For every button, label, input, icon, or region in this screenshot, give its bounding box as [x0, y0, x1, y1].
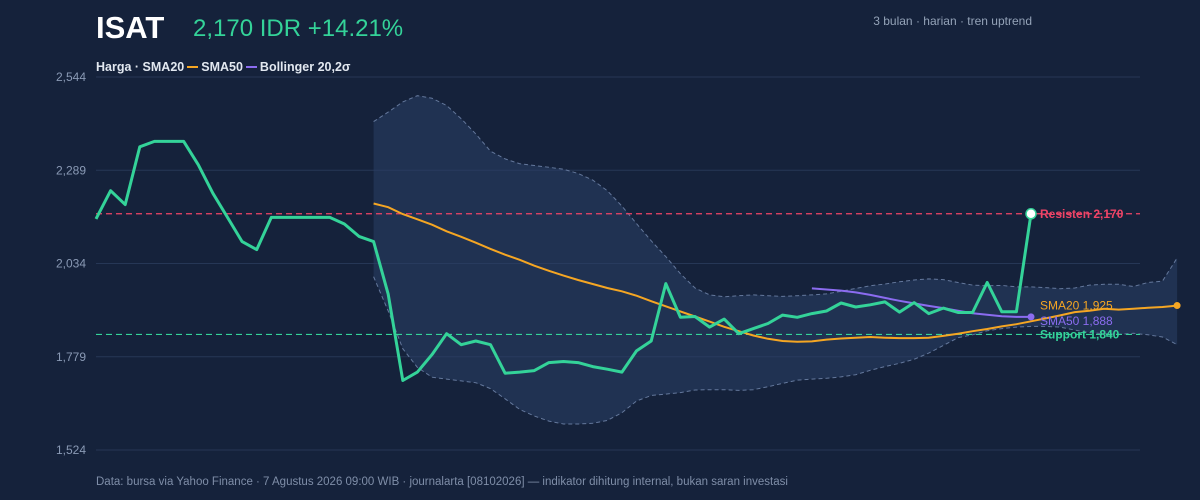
legend-price-sma20-label: Harga · SMA20 [96, 60, 185, 74]
legend-bollinger-label: Bollinger 20,2σ [259, 60, 351, 74]
price-end-dot [1025, 208, 1037, 220]
sma50-end-dot [1027, 313, 1035, 321]
sma20-line [373, 202, 1178, 343]
y-tick-label: 2,544 [56, 70, 86, 84]
y-tick-label: 1,779 [56, 350, 86, 364]
chart-meta: 3 bulan · harian · tren uptrend [873, 14, 1032, 28]
sma20-end-label: SMA20 1,925 [1040, 299, 1113, 313]
footer-source: Data: bursa via Yahoo Finance · 7 Agustu… [96, 476, 788, 488]
y-tick-label: 2,289 [56, 163, 86, 177]
support-resistance-lines [96, 213, 1140, 336]
price-change: 2,170 IDR +14.21% [193, 15, 404, 42]
price-line [94, 139, 1033, 382]
sma50-end-label: SMA50 1,888 [1040, 314, 1113, 328]
legend-sma50-swatch [245, 65, 257, 68]
bollinger-lower-line [373, 276, 1178, 425]
bollinger-fill [373, 95, 1178, 424]
support-label: Support 1,840 [1040, 327, 1120, 341]
ticker-symbol: ISAT [96, 10, 165, 45]
y-tick-label: 2,034 [56, 257, 86, 271]
chart-legend: Harga · SMA20 SMA50 Bollinger 20,2σ [96, 60, 350, 74]
y-tick-label: 1,524 [56, 443, 86, 457]
sma50-line [811, 287, 1031, 318]
bollinger-band [373, 95, 1178, 425]
legend-sma20-swatch [187, 65, 199, 68]
bollinger-upper-line [373, 95, 1178, 298]
resistance-label: Resisten 2,170 [1040, 207, 1124, 221]
legend-sma50-label: SMA50 [201, 60, 243, 74]
series-lines [94, 139, 1181, 382]
sma20-end-dot [1173, 302, 1181, 310]
